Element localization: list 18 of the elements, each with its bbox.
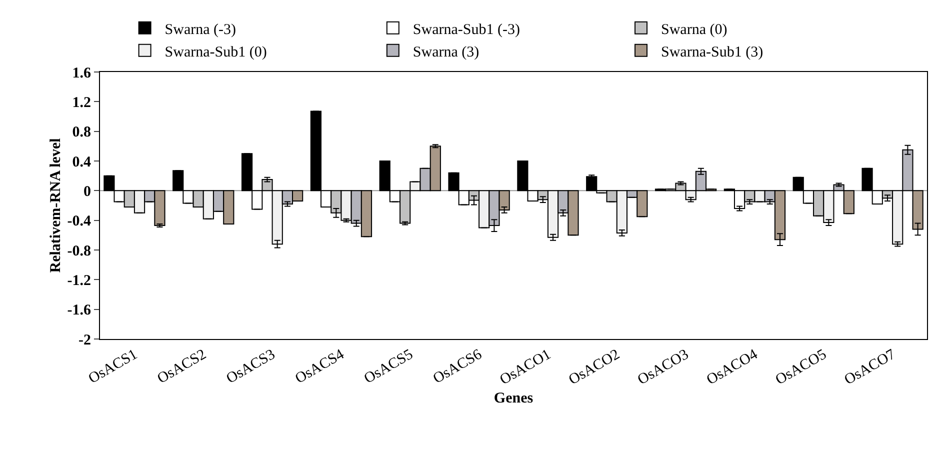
legend-label: Swarna (-3) <box>164 22 236 38</box>
y-tick-label: -0.4 <box>67 214 92 230</box>
y-tick-label: 0.4 <box>72 154 92 170</box>
legend-label: Swarna (0) <box>661 22 728 38</box>
legend-label: Swarna-Sub1 (3) <box>661 44 764 60</box>
y-tick-label: 0 <box>84 184 91 200</box>
legend-label: Swarna-Sub1 (0) <box>164 44 267 60</box>
legend-label: Swarna (3) <box>412 44 480 60</box>
y-tick-label: -1.6 <box>67 302 92 319</box>
x-axis-title: Genes <box>494 390 534 406</box>
y-tick-label: 0.8 <box>72 124 91 141</box>
y-tick-label: -1.2 <box>67 272 91 289</box>
legend-label: Swarna-Sub1 (-3) <box>412 22 520 38</box>
y-axis-title: Relativem-RNA level <box>48 138 64 273</box>
y-tick-label: -2 <box>78 332 91 348</box>
y-tick-label: 1.6 <box>72 65 92 82</box>
y-tick-label: 1.2 <box>72 94 91 111</box>
y-tick-label: -0.8 <box>67 243 91 260</box>
